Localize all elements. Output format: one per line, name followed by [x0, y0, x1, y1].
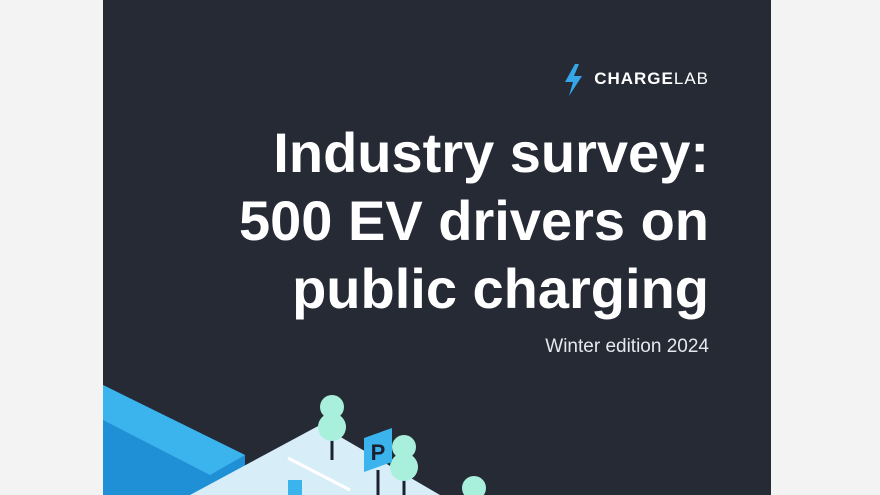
logo-text: CHARGELAB — [594, 69, 709, 88]
title-line: Industry survey: — [273, 121, 709, 184]
tree — [320, 395, 344, 419]
logo-bold: CHARGE — [594, 69, 674, 88]
tree — [318, 413, 346, 441]
tree — [392, 435, 416, 459]
lot-line — [287, 456, 351, 492]
ground-top — [103, 385, 245, 475]
illustration: P — [103, 385, 486, 495]
sign-letter: P — [371, 440, 386, 465]
sign-board — [364, 428, 392, 472]
charger — [288, 480, 302, 495]
logo-bolt — [565, 64, 582, 96]
title-line: public charging — [292, 257, 709, 320]
tree — [390, 453, 418, 481]
title-line: 500 EV drivers on — [239, 189, 709, 252]
cover-panel — [103, 0, 771, 495]
subtitle: Winter edition 2024 — [545, 336, 709, 357]
logo-light: LAB — [674, 69, 709, 88]
tree — [462, 476, 486, 495]
